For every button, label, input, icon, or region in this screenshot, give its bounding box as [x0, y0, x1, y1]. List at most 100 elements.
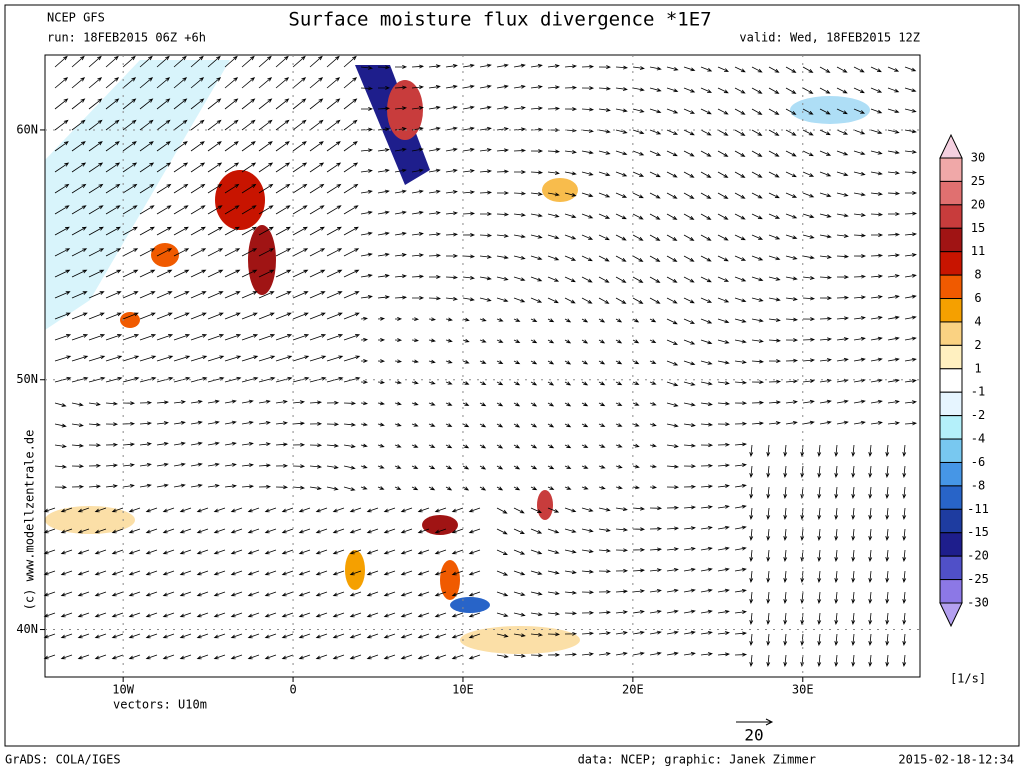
- wind-vector: [275, 248, 292, 257]
- wind-vector: [547, 64, 560, 68]
- wind-vector: [224, 141, 239, 152]
- wind-vector: [434, 507, 447, 513]
- wind-vector: [309, 486, 322, 491]
- wind-vector: [139, 312, 156, 320]
- wind-vector: [853, 66, 865, 73]
- wind-vector: [632, 651, 645, 656]
- wind-vector: [734, 546, 747, 551]
- wind-vector: [853, 129, 866, 135]
- wind-vector: [281, 591, 294, 597]
- wind-vector: [785, 297, 798, 301]
- colorbar-box: [939, 438, 963, 463]
- colorbar-label: 1: [974, 361, 981, 375]
- wind-vector: [343, 401, 357, 406]
- wind-vector: [479, 360, 487, 364]
- wind-vector: [332, 507, 345, 513]
- wind-vector: [632, 318, 640, 323]
- wind-vector: [700, 360, 713, 365]
- wind-vector: [734, 297, 747, 303]
- wind-vector: [530, 360, 538, 365]
- wind-vector: [445, 190, 458, 194]
- wind-vector: [700, 108, 712, 115]
- wind-vector: [139, 162, 155, 173]
- wind-vector: [71, 119, 86, 131]
- wind-vector: [749, 507, 754, 520]
- wind-vector: [247, 654, 260, 660]
- wind-vector: [885, 444, 890, 457]
- wind-vector: [530, 507, 542, 513]
- wind-vector: [162, 591, 175, 597]
- wind-vector: [326, 486, 339, 491]
- wind-vector: [836, 337, 849, 341]
- wind-vector: [128, 507, 141, 513]
- wind-vector: [417, 591, 430, 597]
- wind-vector: [564, 528, 577, 533]
- wind-vector: [734, 442, 747, 447]
- wind-vector: [156, 355, 174, 362]
- wind-vector: [207, 141, 222, 152]
- wind-vector: [462, 275, 475, 280]
- wind-vector: [224, 399, 237, 404]
- wind-vector: [853, 171, 866, 176]
- wind-vector: [292, 312, 309, 320]
- wind-vector: [717, 171, 729, 178]
- wind-vector: [377, 168, 390, 173]
- colorbar-label: -30: [967, 596, 989, 610]
- wind-vector: [700, 87, 713, 93]
- wind-vector: [94, 549, 107, 555]
- wind-vector: [496, 360, 504, 364]
- wind-vector: [190, 441, 203, 446]
- wind-vector: [885, 633, 890, 646]
- wind-vector: [275, 399, 288, 404]
- wind-vector: [766, 528, 771, 541]
- wind-vector: [88, 162, 104, 173]
- wind-vector: [258, 399, 271, 404]
- wind-vector: [683, 381, 696, 386]
- wind-vector: [479, 212, 493, 216]
- wind-vector: [649, 485, 658, 490]
- wind-vector: [902, 591, 907, 604]
- wind-vector: [868, 465, 873, 478]
- field-patch: [248, 225, 276, 295]
- wind-vector: [479, 254, 492, 259]
- wind-vector: [428, 64, 441, 69]
- wind-vector: [513, 212, 526, 217]
- wind-vector: [513, 84, 526, 89]
- wind-vector: [649, 192, 661, 199]
- wind-vector: [377, 443, 385, 448]
- wind-vector: [632, 276, 644, 283]
- wind-vector: [360, 273, 373, 278]
- wind-vector: [241, 55, 255, 68]
- wind-vector: [377, 295, 390, 300]
- wind-vector: [530, 486, 538, 491]
- wind-vector: [275, 205, 291, 215]
- wind-vector: [111, 654, 124, 660]
- wind-vector: [411, 168, 424, 173]
- wind-vector: [77, 507, 90, 513]
- wind-vector: [649, 547, 662, 552]
- wind-vector: [88, 443, 102, 448]
- wind-vector: [428, 338, 436, 343]
- wind-vector: [145, 528, 158, 534]
- wind-vector: [360, 231, 373, 236]
- wind-vector: [179, 612, 192, 618]
- wind-vector: [717, 381, 730, 385]
- wind-vector: [360, 189, 373, 194]
- y-tick-label: 60N: [16, 122, 38, 136]
- wind-vector: [683, 171, 695, 178]
- wind-vector: [496, 654, 509, 659]
- wind-vector: [564, 570, 577, 575]
- wind-vector: [417, 633, 430, 639]
- wind-vector: [885, 465, 890, 478]
- wind-vector: [122, 183, 138, 194]
- wind-vector: [275, 421, 288, 426]
- wind-vector: [734, 401, 748, 406]
- wind-vector: [749, 633, 754, 646]
- wind-vector: [343, 465, 356, 470]
- wind-vector: [190, 162, 206, 173]
- wind-vector: [887, 66, 900, 72]
- wind-vector: [230, 633, 243, 639]
- wind-vector: [734, 360, 747, 364]
- wind-vector: [768, 318, 781, 322]
- wind-vector: [105, 119, 120, 131]
